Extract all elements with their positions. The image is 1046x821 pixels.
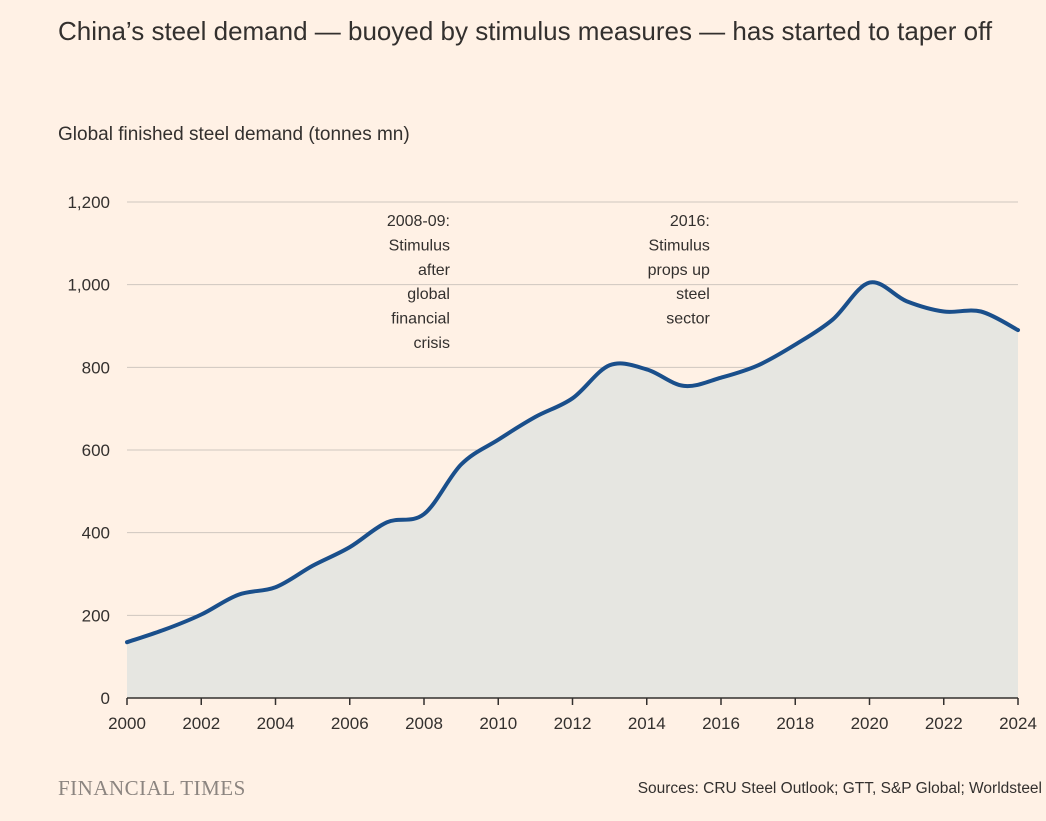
source-note: Sources: CRU Steel Outlook; GTT, S&P Glo… [637, 780, 1042, 797]
annotation-line: Stimulus [649, 237, 710, 254]
x-tick-label: 2022 [925, 714, 963, 733]
x-tick-label: 2000 [108, 714, 146, 733]
y-tick-label: 600 [82, 441, 110, 460]
annotation-line: sector [666, 311, 710, 328]
y-tick-label: 1,200 [67, 193, 110, 212]
y-tick-label: 1,000 [67, 276, 110, 295]
annotations: 2008-09: Stimulus after global financial cris… [387, 213, 711, 352]
annotation-line: financial [391, 311, 450, 328]
line-series [125, 280, 1020, 645]
x-tick-label: 2014 [628, 714, 666, 733]
y-tick-label: 0 [101, 689, 110, 708]
y-tick-label: 200 [82, 606, 110, 625]
x-tick-label: 2016 [702, 714, 740, 733]
annotation-line: 2016: [670, 213, 710, 230]
x-tick-label: 2004 [257, 714, 295, 733]
x-tick-label: 2010 [479, 714, 517, 733]
x-tick-label: 2002 [182, 714, 220, 733]
annotation-line: 2008-09: [387, 213, 450, 230]
axes: 0 200 400 600 800 1,000 1,200 2000 2002 2004 2006 2… [67, 193, 1036, 733]
y-tick-label: 800 [82, 358, 110, 377]
annotation-line: steel [676, 286, 710, 303]
annotation-line: after [418, 262, 451, 279]
annotation: 2008-09: Stimulus after global financial cris… [387, 213, 451, 352]
annotation-line: Stimulus [389, 237, 450, 254]
annotation-line: props up [648, 262, 710, 279]
x-tick-label: 2012 [554, 714, 592, 733]
y-tick-label: 400 [82, 524, 110, 543]
x-tick-label: 2006 [331, 714, 369, 733]
x-tick-label: 2020 [851, 714, 889, 733]
area-fill-series [127, 282, 1018, 698]
annotation: 2016: Stimulus props up steel sector [648, 213, 711, 328]
annotation-line: crisis [414, 335, 450, 352]
ft-logo: FINANCIAL TIMES [58, 776, 246, 800]
x-tick-label: 2018 [776, 714, 814, 733]
chart-title: China’s steel demand — buoyed by stimulu… [58, 16, 993, 46]
chart-subtitle: Global finished steel demand (tonnes mn) [58, 124, 410, 145]
x-tick-label: 2008 [405, 714, 443, 733]
annotation-line: global [407, 286, 450, 303]
x-tick-label: 2024 [999, 714, 1037, 733]
